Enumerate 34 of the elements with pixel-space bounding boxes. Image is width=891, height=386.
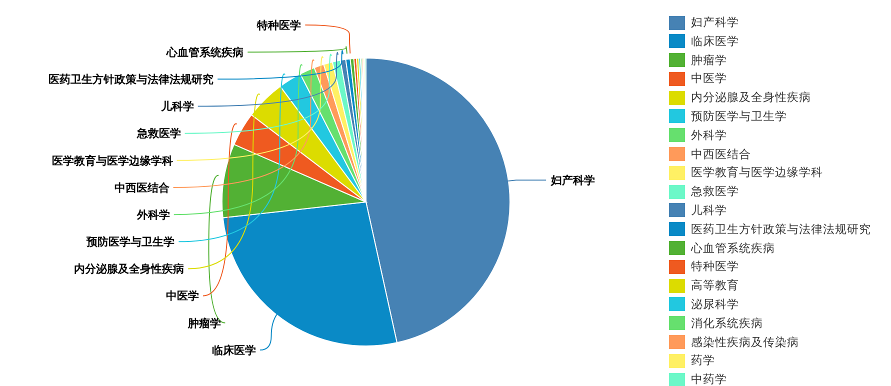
legend-label: 临床医学 (691, 34, 739, 49)
slice-label: 内分泌腺及全身性疾病 (74, 262, 184, 276)
slice-label: 医学教育与医学边缘学科 (52, 154, 173, 168)
legend-label: 医学教育与医学边缘学科 (691, 165, 823, 180)
slice-label: 医药卫生方针政策与法律法规研究 (48, 73, 214, 86)
legend-label: 内分泌腺及全身性疾病 (691, 90, 811, 106)
legend-label: 高等教育 (691, 278, 739, 294)
slice-label: 心血管系统疾病 (166, 46, 244, 59)
slice-label: 外科学 (136, 208, 170, 222)
legend-label: 中药学 (691, 372, 727, 386)
legend-label: 特种医学 (691, 259, 739, 274)
legend-label: 中西医结合 (691, 146, 751, 162)
slice-label: 中医学 (166, 290, 199, 303)
slice-label: 儿科学 (160, 100, 194, 114)
legend-label: 预防医学与卫生学 (691, 108, 787, 124)
legend-label: 消化系统疾病 (691, 316, 763, 331)
legend-label: 妇产科学 (691, 15, 739, 30)
legend-label: 肿瘤学 (691, 52, 727, 68)
legend-label: 中医学 (691, 71, 727, 86)
legend-label: 外科学 (691, 128, 727, 143)
legend-label: 医药卫生方针政策与法律法规研究 (691, 222, 871, 237)
slice-label: 特种医学 (256, 18, 302, 32)
legend-label: 心血管系统疾病 (691, 240, 775, 256)
slice-label: 妇产科学 (550, 174, 596, 187)
legend-label: 感染性疾病及传染病 (691, 334, 799, 350)
legend-label: 泌尿科学 (691, 296, 739, 312)
slice-label: 肿瘤学 (187, 316, 222, 330)
slice-label: 中西医结合 (114, 181, 170, 194)
legend-label: 儿科学 (691, 202, 727, 218)
slice-label: 预防医学与卫生学 (86, 236, 175, 249)
slice-label: 临床医学 (212, 344, 256, 357)
legend-label: 药学 (691, 353, 715, 368)
slice-label: 急救医学 (136, 127, 181, 140)
legend-label: 急救医学 (691, 184, 739, 200)
